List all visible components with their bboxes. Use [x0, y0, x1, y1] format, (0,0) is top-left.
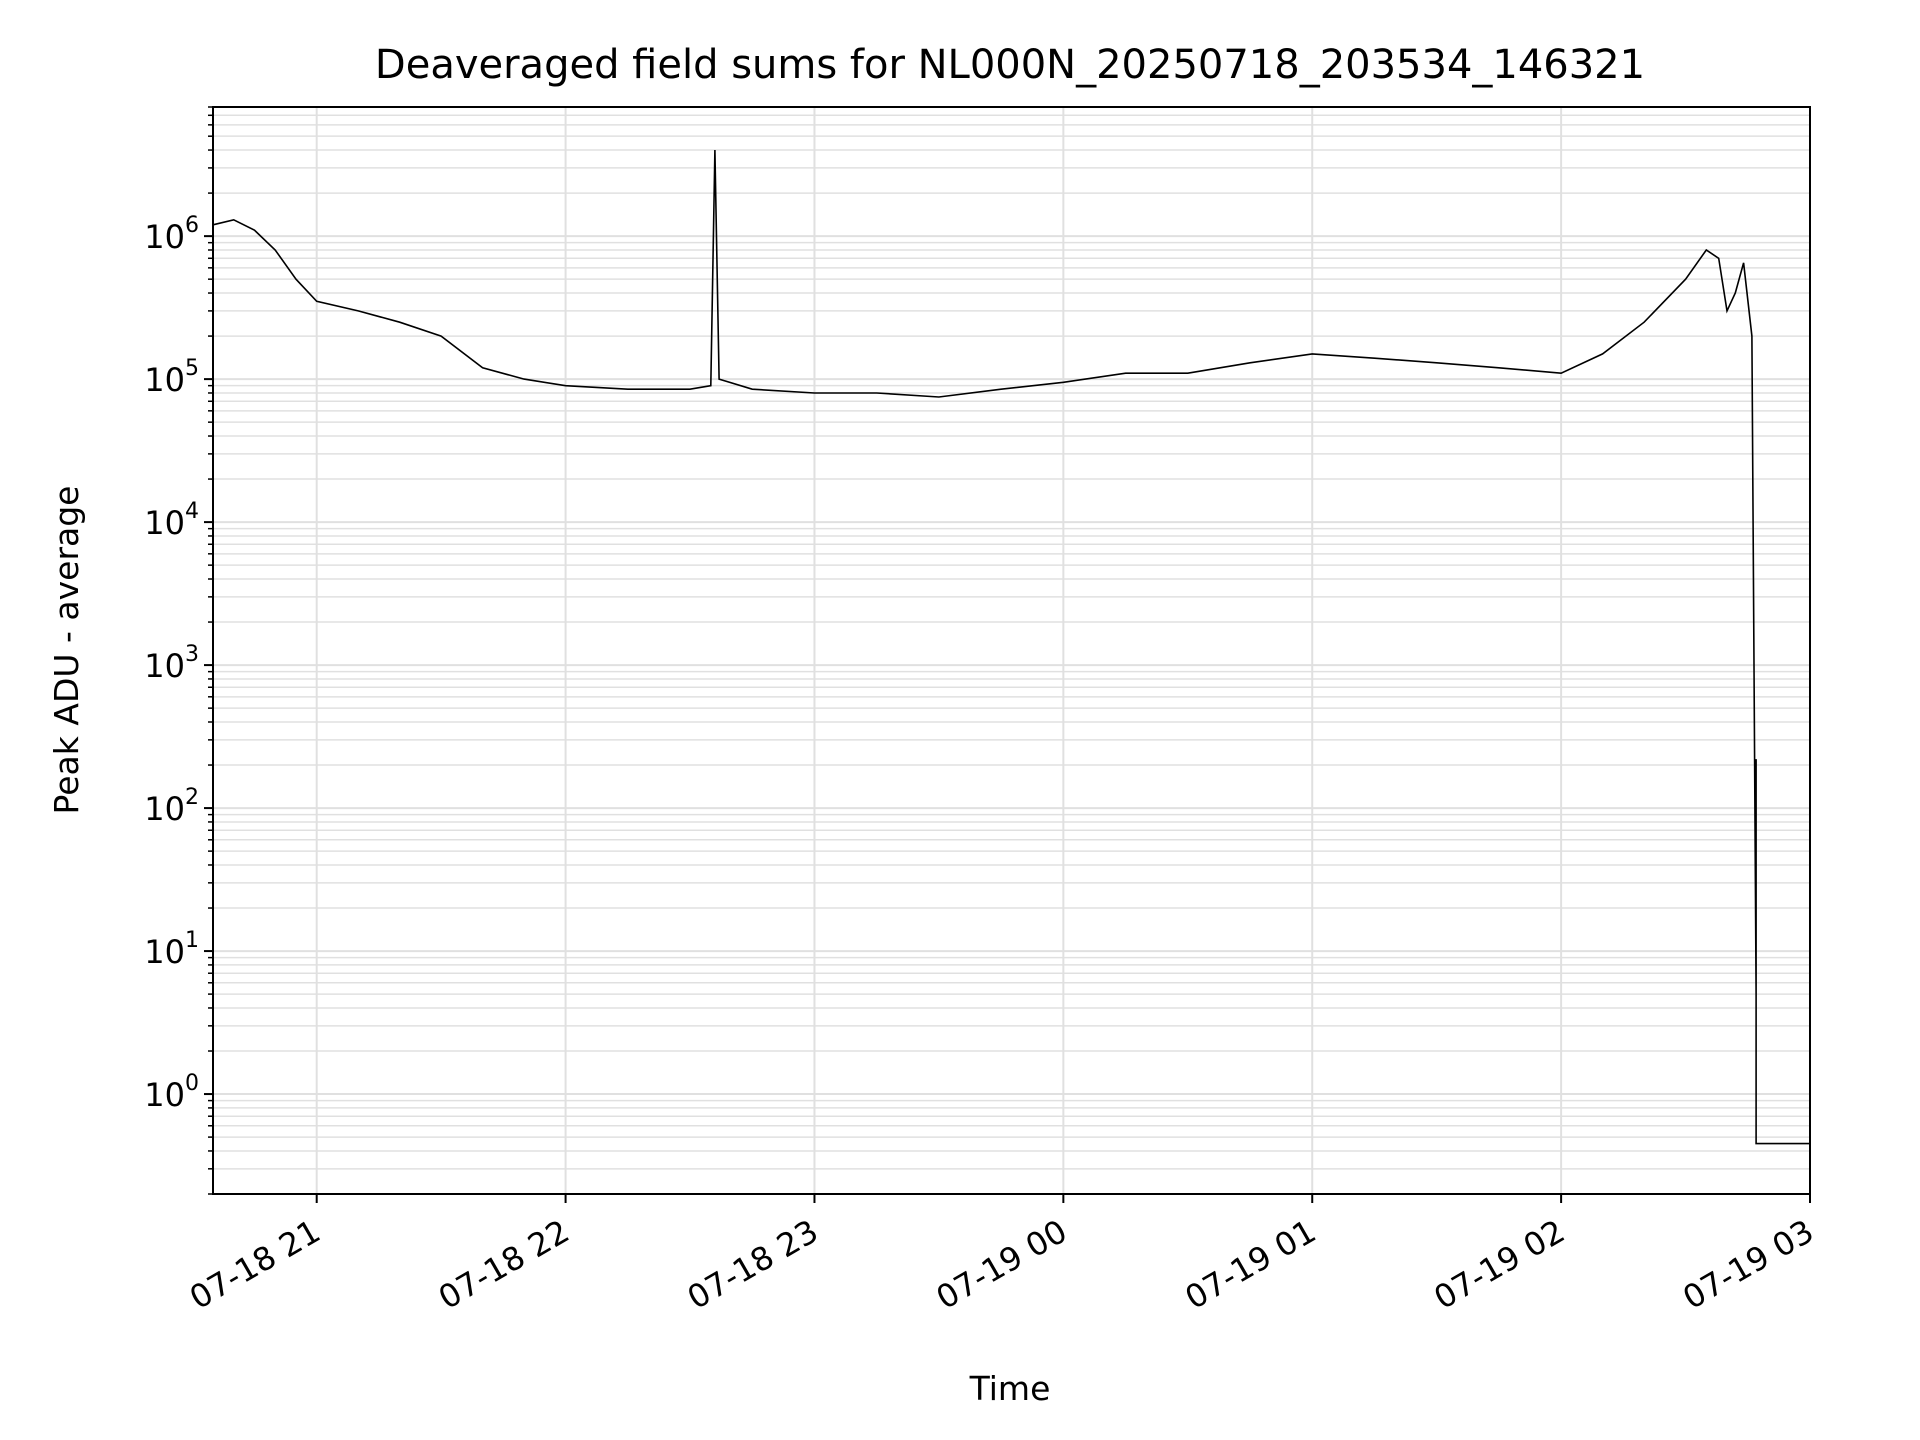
- x-tick-label: 07-18 22: [432, 1212, 576, 1317]
- x-tick-label: 07-19 03: [1676, 1212, 1820, 1317]
- x-tick-label: 07-19 01: [1179, 1212, 1323, 1317]
- y-tick-label: 105: [144, 356, 199, 399]
- plot-frame: [212, 106, 1811, 1195]
- series-line: [212, 149, 1810, 1145]
- x-tick-label: 07-18 23: [681, 1212, 825, 1317]
- y-tick-label: 106: [144, 213, 199, 256]
- y-axis-label: Peak ADU - average: [47, 486, 86, 815]
- grid: [213, 106, 1811, 1195]
- x-axis-label: Time: [969, 1369, 1051, 1408]
- series-group: [212, 149, 1810, 1145]
- chart-title: Deaveraged field sums for NL000N_2025071…: [375, 42, 1645, 88]
- y-tick-label: 104: [144, 499, 199, 542]
- y-tick-label: 103: [144, 642, 199, 685]
- y-tick-label: 102: [144, 785, 199, 828]
- x-axis: 07-18 21 07-18 22 07-18 23 07-19 00 07-19 01…: [183, 1194, 1820, 1317]
- y-axis: 100 101 102 103 104 105 106: [144, 106, 213, 1195]
- x-tick-label: 07-18 21: [183, 1212, 327, 1317]
- y-tick-label: 100: [144, 1071, 199, 1114]
- x-tick-label: 07-19 02: [1428, 1212, 1572, 1317]
- x-tick-label: 07-19 00: [930, 1212, 1074, 1317]
- y-tick-label: 101: [144, 928, 199, 971]
